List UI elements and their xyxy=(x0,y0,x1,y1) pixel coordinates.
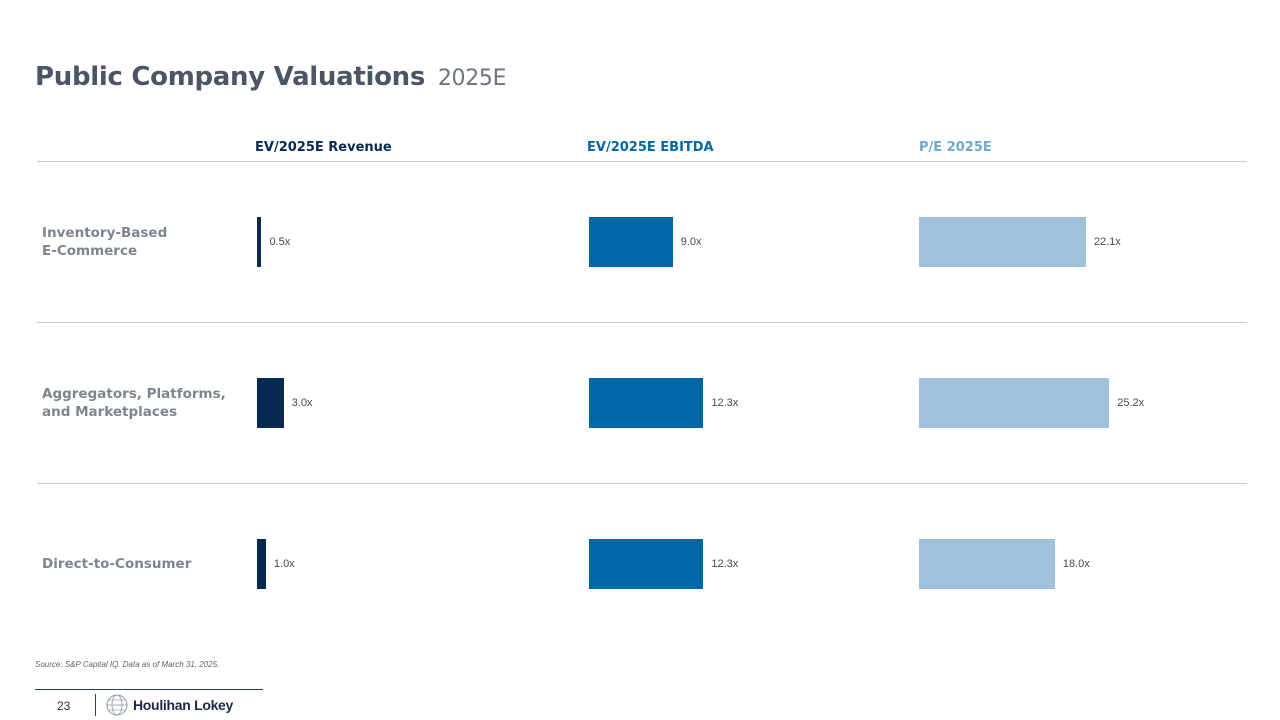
bar-pe xyxy=(919,378,1110,428)
data-label-revenue: 1.0x xyxy=(273,558,295,570)
data-label-revenue: 3.0x xyxy=(291,397,313,409)
source-note: Source: S&P Capital IQ. Data as of March… xyxy=(35,660,220,669)
brand-name: Houlihan Lokey xyxy=(133,697,234,713)
data-label-pe: 25.2x xyxy=(1117,397,1145,409)
bar-pe xyxy=(919,539,1055,589)
bar-ebitda xyxy=(589,539,704,589)
bar-revenue xyxy=(257,217,262,267)
data-label-pe: 22.1x xyxy=(1093,236,1121,248)
header-rule xyxy=(37,161,1247,162)
bar-revenue xyxy=(257,539,266,589)
data-label-pe: 18.0x xyxy=(1062,558,1090,570)
row-label: Aggregators, Platforms, and Marketplaces xyxy=(42,386,226,420)
column-header-pe: P/E 2025E xyxy=(919,140,992,155)
data-label-ebitda: 12.3x xyxy=(711,397,739,409)
data-label-revenue: 0.5x xyxy=(269,236,291,248)
data-label-ebitda: 9.0x xyxy=(680,236,702,248)
column-header-ebitda: EV/2025E EBITDA xyxy=(587,140,714,155)
bar-revenue xyxy=(257,378,284,428)
bar-ebitda xyxy=(589,378,704,428)
title-main: Public Company Valuations xyxy=(35,62,426,92)
row-divider xyxy=(37,322,1247,323)
footer-rule xyxy=(35,689,263,690)
page-title: Public Company Valuations 2025E xyxy=(35,62,507,92)
data-label-ebitda: 12.3x xyxy=(711,558,739,570)
row-divider xyxy=(37,483,1247,484)
page-number: 23 xyxy=(57,699,71,713)
title-suffix: 2025E xyxy=(437,66,507,91)
row-label: Direct-to-Consumer xyxy=(42,556,192,572)
bar-pe xyxy=(919,217,1086,267)
globe-logo-icon xyxy=(106,694,128,716)
bar-ebitda xyxy=(589,217,673,267)
footer-divider xyxy=(95,694,96,716)
column-header-revenue: EV/2025E Revenue xyxy=(255,140,392,155)
row-label: Inventory-Based E-Commerce xyxy=(42,225,168,259)
